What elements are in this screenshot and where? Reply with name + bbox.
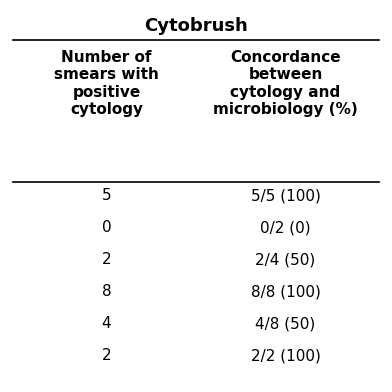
Text: 2/2 (100): 2/2 (100) xyxy=(250,348,320,363)
Text: 2: 2 xyxy=(102,348,111,363)
Text: 0: 0 xyxy=(102,220,111,236)
Text: Cytobrush: Cytobrush xyxy=(144,17,248,35)
Text: Concordance
between
cytology and
microbiology (%): Concordance between cytology and microbi… xyxy=(213,50,358,117)
Text: 2/4 (50): 2/4 (50) xyxy=(256,252,316,267)
Text: 8/8 (100): 8/8 (100) xyxy=(250,284,320,299)
Text: 5/5 (100): 5/5 (100) xyxy=(250,189,320,203)
Text: 0/2 (0): 0/2 (0) xyxy=(260,220,311,236)
Text: 2: 2 xyxy=(102,252,111,267)
Text: 8: 8 xyxy=(102,284,111,299)
Text: Number of
smears with
positive
cytology: Number of smears with positive cytology xyxy=(54,50,159,117)
Text: 4/8 (50): 4/8 (50) xyxy=(256,316,316,331)
Text: 4: 4 xyxy=(102,316,111,331)
Text: 5: 5 xyxy=(102,189,111,203)
